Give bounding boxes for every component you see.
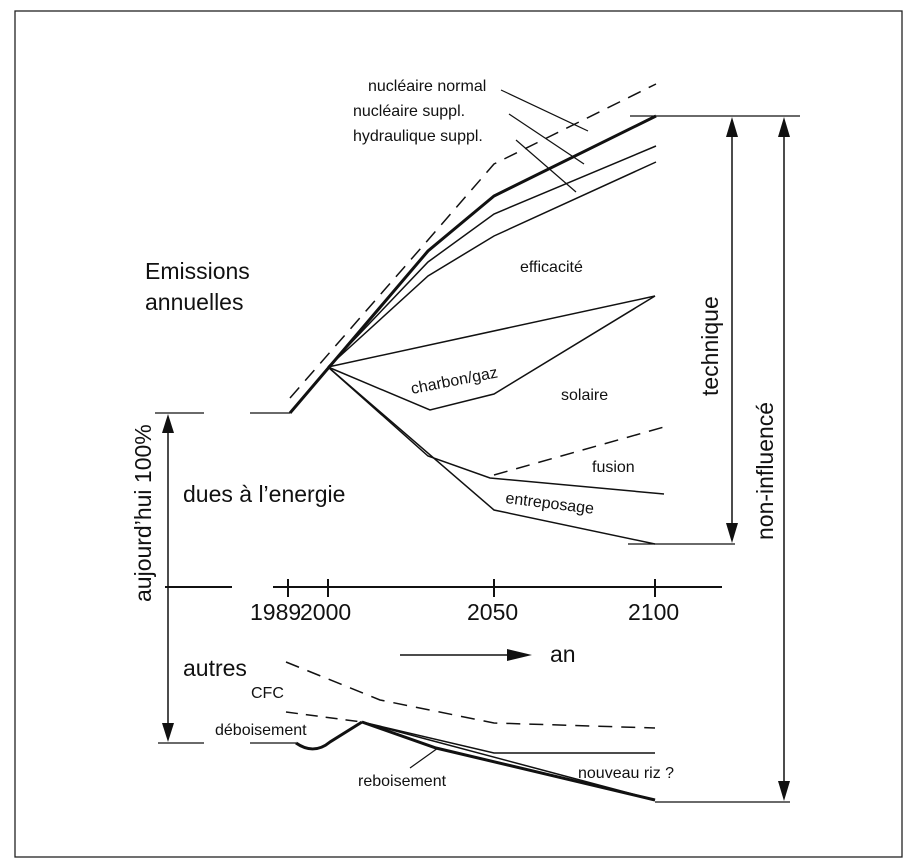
tick-label-2000: 2000 — [300, 599, 351, 625]
curve-entreposage — [327, 366, 656, 545]
tick-label-2100: 2100 — [628, 599, 679, 625]
label-leader-lines — [500, 89, 589, 193]
label-hydraulique-suppl: hydraulique suppl. — [353, 128, 483, 145]
curve-charbon-gaz — [327, 295, 656, 411]
arrow-aujourdhui-head-down — [162, 723, 174, 742]
curve-fusion-dashed — [493, 426, 665, 476]
other-emissions-curves — [250, 661, 790, 803]
label-aujourdhui: aujourd’hui 100% — [130, 424, 156, 602]
arrow-non-influence-head-up — [778, 117, 790, 137]
label-dues-energie: dues à l’energie — [183, 481, 345, 507]
curve-baseline-bold — [288, 114, 657, 414]
arrow-non-influence-head-down — [778, 781, 790, 801]
measure-arrows — [155, 117, 790, 801]
arrow-technique-head-down — [726, 523, 738, 543]
label-technique: technique — [697, 296, 723, 396]
label-solaire: solaire — [561, 387, 608, 404]
text-labels: Emissions annuelles dues à l’energie aut… — [130, 78, 778, 790]
figure-frame — [14, 10, 903, 858]
label-autres: autres — [183, 655, 247, 681]
label-efficacite: efficacité — [520, 259, 583, 276]
label-charbon-gaz: charbon/gaz — [410, 364, 500, 397]
curve-cfc-dashed-upper — [285, 661, 656, 729]
curve-deboisement-bold — [295, 720, 363, 751]
label-reboisement: reboisement — [358, 773, 447, 790]
label-deboisement: déboisement — [215, 722, 307, 739]
label-fusion: fusion — [592, 459, 635, 476]
leader-nucleaire-normal — [500, 89, 589, 132]
energy-emissions-curves — [250, 83, 800, 545]
leader-reboisement — [409, 747, 439, 769]
label-nucleaire-normal: nucléaire normal — [368, 78, 486, 95]
curve-efficacite-charbon — [327, 295, 656, 368]
time-axis: 1989 2000 2050 2100 an — [165, 579, 722, 667]
curve-reboisement-bold — [361, 720, 656, 802]
curve-non-influence-dashed — [289, 83, 657, 399]
label-entreposage: entreposage — [505, 490, 595, 518]
leader-nucleaire-suppl — [508, 113, 585, 165]
time-arrow-label: an — [550, 641, 576, 667]
label-emissions-line1: Emissions — [145, 258, 250, 284]
label-nucleaire-suppl: nucléaire suppl. — [353, 103, 465, 120]
label-cfc: CFC — [251, 685, 284, 702]
label-emissions-line2: annuelles — [145, 289, 243, 315]
tick-label-1989: 1989 — [250, 599, 301, 625]
curve-nucleaire-normal — [327, 145, 657, 368]
curve-cfc-dashed-lower — [285, 711, 363, 723]
arrow-technique-head-up — [726, 117, 738, 137]
curve-deboisement-upper — [361, 721, 655, 754]
time-arrow-head — [507, 649, 532, 661]
arrow-aujourdhui-head-up — [162, 414, 174, 433]
curve-solaire — [327, 366, 665, 495]
curve-hydraulique-suppl — [327, 161, 657, 368]
label-non-influence: non-influencé — [752, 402, 778, 540]
leader-hydraulique-suppl — [515, 139, 577, 193]
label-nouveau-riz: nouveau riz ? — [578, 765, 674, 782]
tick-label-2050: 2050 — [467, 599, 518, 625]
